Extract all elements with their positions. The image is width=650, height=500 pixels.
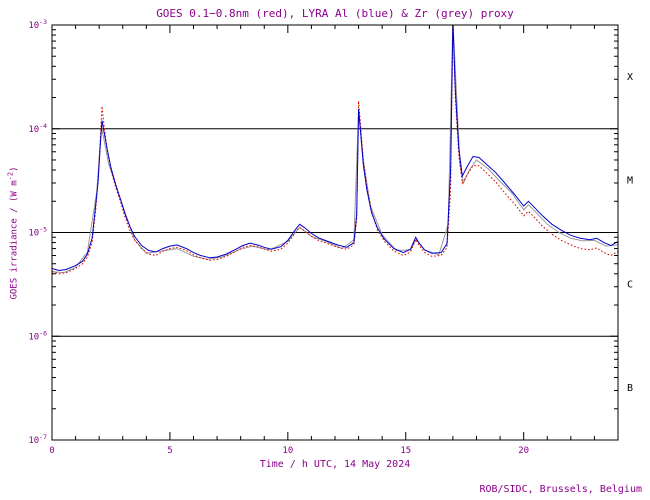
y-tick-label: 10-3 xyxy=(28,18,47,31)
x-tick-label: 0 xyxy=(49,446,54,456)
series-lyra_al_blue xyxy=(52,25,618,272)
flare-class-m: M xyxy=(627,176,633,187)
x-axis-ticks: 0 5 10 15 20 xyxy=(49,25,619,456)
flare-class-c: C xyxy=(627,279,633,290)
flare-class-b: B xyxy=(627,383,633,394)
series-lyra_zr_grey xyxy=(52,25,618,274)
y-axis-label-exponent: -2 xyxy=(6,171,15,181)
y-axis-ticks: 10-7 10-6 10-5 10-4 10-3 xyxy=(28,18,618,446)
x-tick-label: 5 xyxy=(167,446,172,456)
flare-class-x: X xyxy=(627,72,633,83)
y-tick-label: 10-5 xyxy=(28,226,47,239)
y-tick-label: 10-7 xyxy=(28,433,47,446)
x-tick-label: 10 xyxy=(282,446,293,456)
series-lines xyxy=(52,25,618,275)
series-goes_red xyxy=(52,25,618,275)
x-tick-label: 20 xyxy=(518,446,529,456)
x-tick-label: 15 xyxy=(400,446,411,456)
x-axis-label: Time / h UTC, 14 May 2024 xyxy=(259,459,411,470)
chart-title: GOES 0.1−0.8nm (red), LYRA Al (blue) & Z… xyxy=(156,7,514,20)
decade-lines xyxy=(52,128,618,337)
y-axis-label-post: ) xyxy=(9,166,20,172)
y-axis-label-pre: GOES irradiance / (W m xyxy=(9,180,20,300)
y-axis-label: GOES irradiance / (W m-2) xyxy=(7,166,20,299)
y-tick-label: 10-4 xyxy=(28,122,47,135)
flare-class-labels: X M C B xyxy=(627,72,633,394)
credit-text: ROB/SIDC, Brussels, Belgium xyxy=(479,484,642,495)
y-tick-label: 10-6 xyxy=(28,329,47,342)
